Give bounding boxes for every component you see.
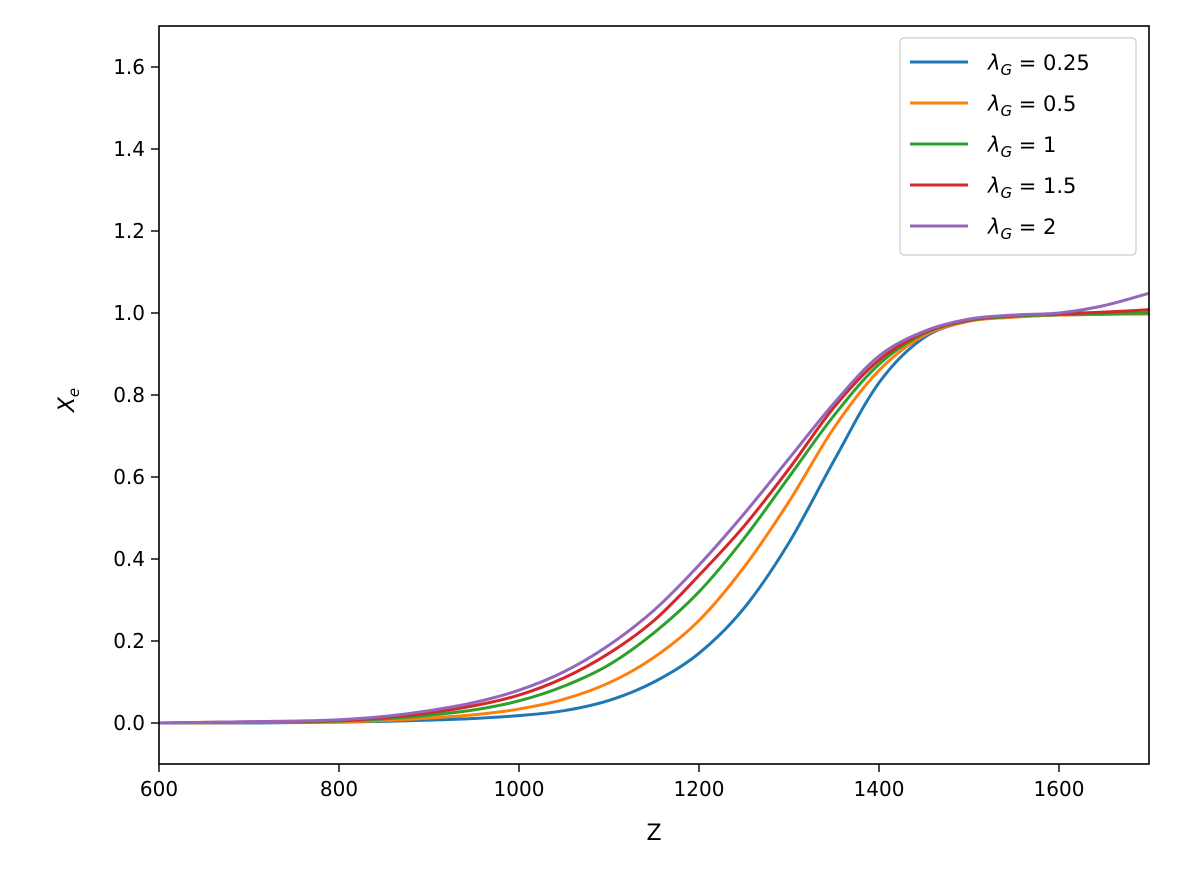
y-tick-label-5: 1.0 [113,301,145,325]
y-tick-label-0: 0.0 [113,711,145,735]
legend: λG = 0.25 λG = 0.5 λG = 1 λG = 1.5 λG = 2 [899,37,1137,256]
y-tick-label-4: 0.8 [113,383,145,407]
y-tick-label-8: 1.6 [113,55,145,79]
x-tick-label-2: 1000 [494,777,545,801]
plot-lines [158,291,1150,725]
legend-label-2: λG = 1 [987,133,1056,161]
series-line-3 [158,308,1150,725]
y-axis: 0.0 0.2 0.4 0.6 0.8 1.0 1.2 1.4 1.6 [113,55,159,735]
y-axis-label-subscript: e [65,388,83,397]
x-tick-label-0: 600 [140,777,178,801]
legend-label-3: λG = 1.5 [987,174,1076,202]
legend-label-4: λG = 2 [987,215,1056,243]
y-axis-label: Xe [55,388,83,413]
x-tick-label-5: 1600 [1034,777,1085,801]
series-line-2 [158,311,1150,725]
y-tick-label-3: 0.6 [113,465,145,489]
y-tick-label-7: 1.4 [113,137,145,161]
legend-label-0: λG = 0.25 [987,51,1090,79]
legend-frame [899,37,1137,256]
x-axis-label: Z [646,821,661,846]
series-line-4 [158,291,1150,725]
legend-label-1: λG = 0.5 [987,92,1076,120]
y-axis-label-main: X [55,396,80,413]
y-tick-label-2: 0.4 [113,547,145,571]
x-axis: 600 800 1000 1200 1400 1600 [140,764,1085,801]
x-tick-label-3: 1200 [674,777,725,801]
series-line-0 [159,312,1150,725]
x-tick-label-4: 1400 [854,777,905,801]
y-tick-label-1: 0.2 [113,629,145,653]
series-line-1 [158,311,1150,725]
y-tick-label-6: 1.2 [113,219,145,243]
x-tick-label-1: 800 [320,777,358,801]
